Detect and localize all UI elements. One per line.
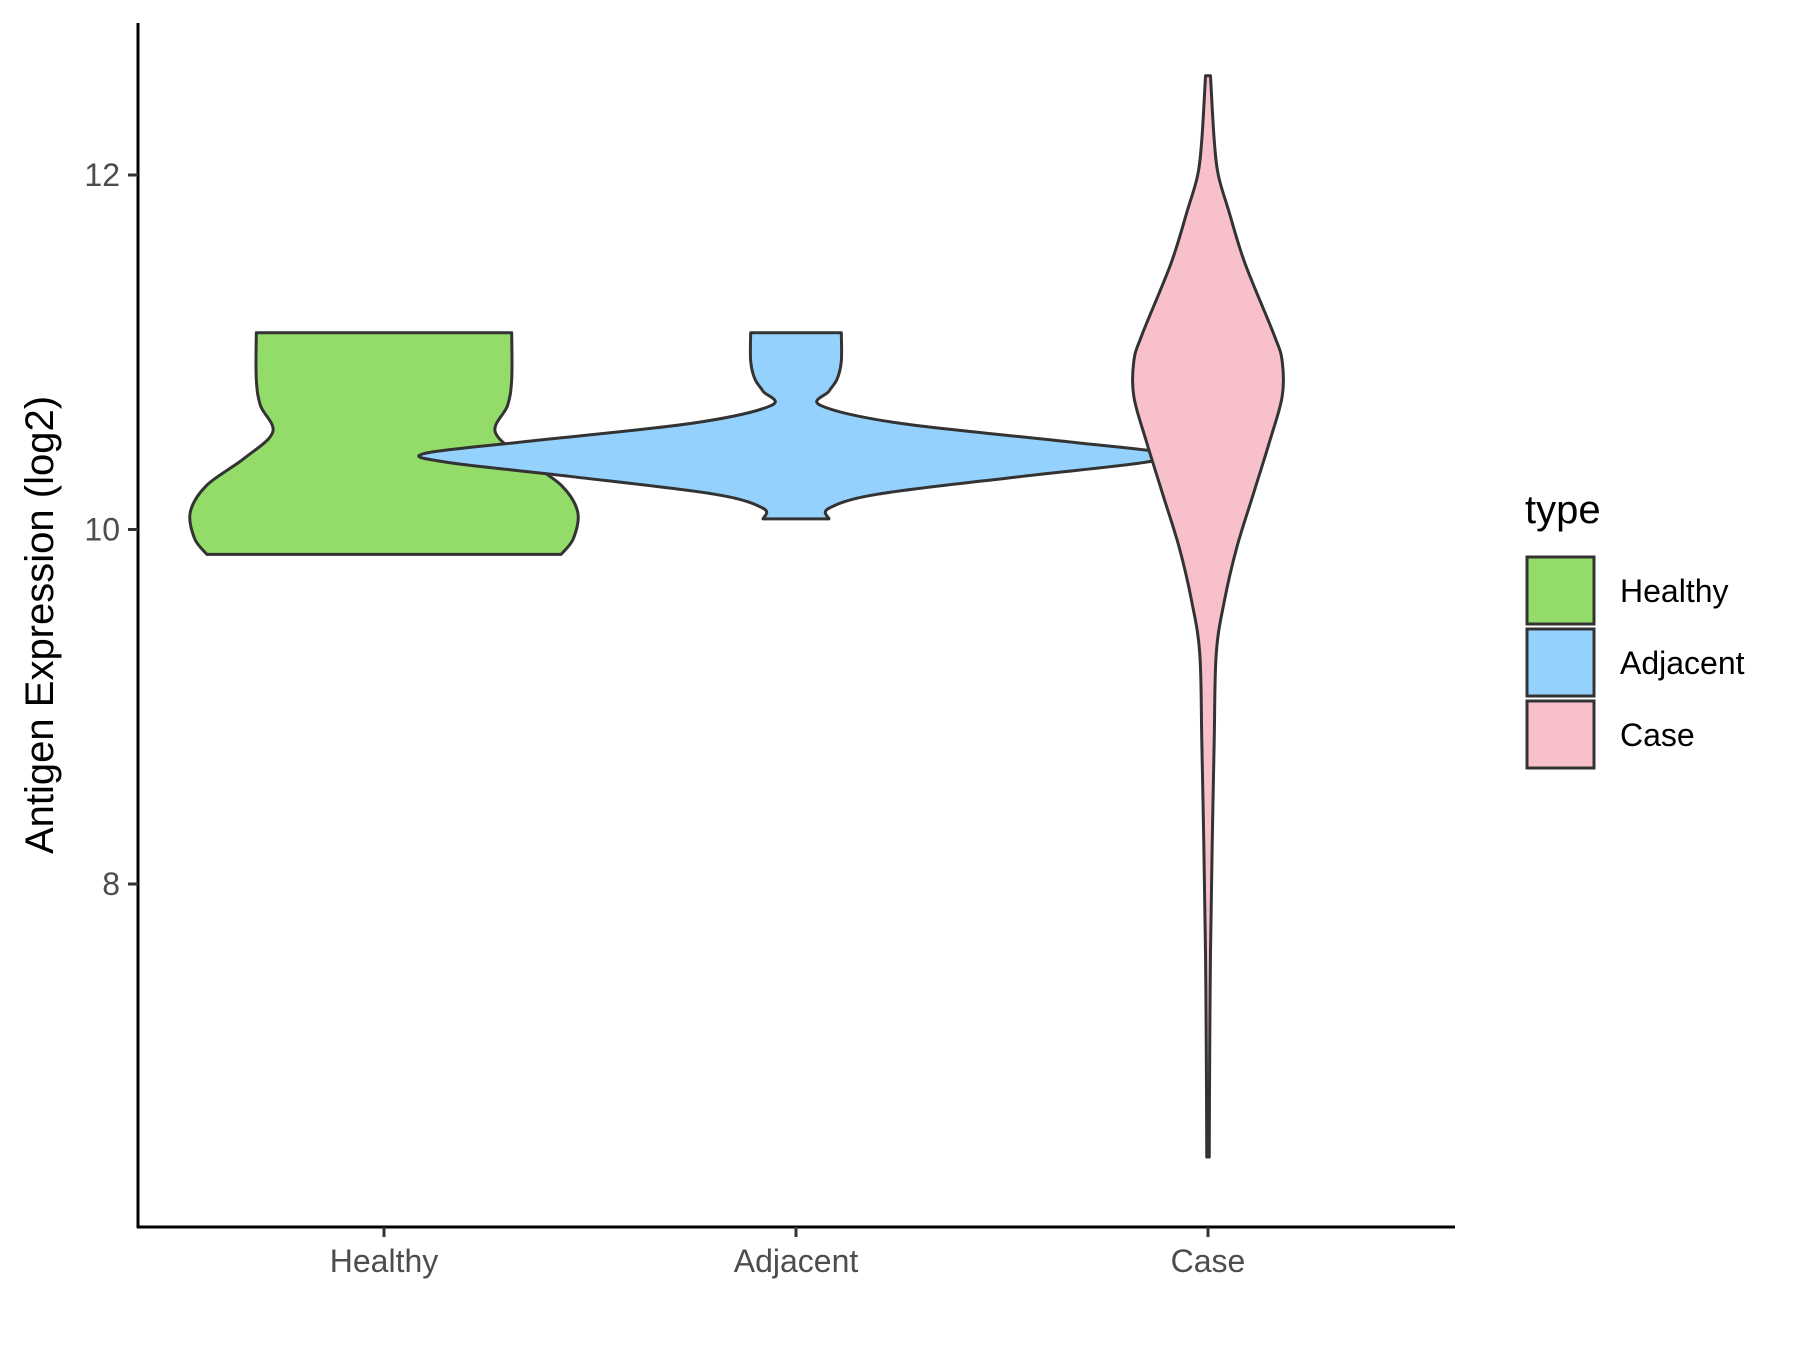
legend: type Healthy Adjacent Case — [1525, 488, 1745, 770]
legend-label-case: Case — [1620, 717, 1695, 753]
legend-label-adjacent: Adjacent — [1620, 645, 1745, 681]
x-ticks-layer: Healthy Adjacent Case — [330, 1227, 1246, 1279]
legend-items: Healthy Adjacent Case — [1525, 555, 1745, 770]
y-tick-label: 10 — [84, 512, 120, 548]
legend-label-healthy: Healthy — [1620, 573, 1729, 609]
legend-key-case — [1525, 699, 1596, 770]
violin-healthy — [188, 331, 580, 556]
legend-title: type — [1525, 488, 1601, 532]
x-tick-label: Adjacent — [734, 1243, 859, 1279]
violins-layer — [188, 74, 1285, 1159]
axes-layer — [136, 23, 1455, 1229]
violin-case — [1131, 74, 1285, 1159]
violin-adjacent — [417, 331, 1175, 521]
y-tick-label: 8 — [102, 866, 120, 902]
y-tick-label: 12 — [84, 157, 120, 193]
x-tick-label: Case — [1171, 1243, 1246, 1279]
legend-key-adjacent — [1525, 627, 1596, 698]
y-ticks-layer: 8 10 12 — [84, 157, 138, 902]
y-axis-title: Antigen Expression (log2) — [18, 396, 62, 854]
x-tick-label: Healthy — [330, 1243, 439, 1279]
legend-key-healthy — [1525, 555, 1596, 626]
